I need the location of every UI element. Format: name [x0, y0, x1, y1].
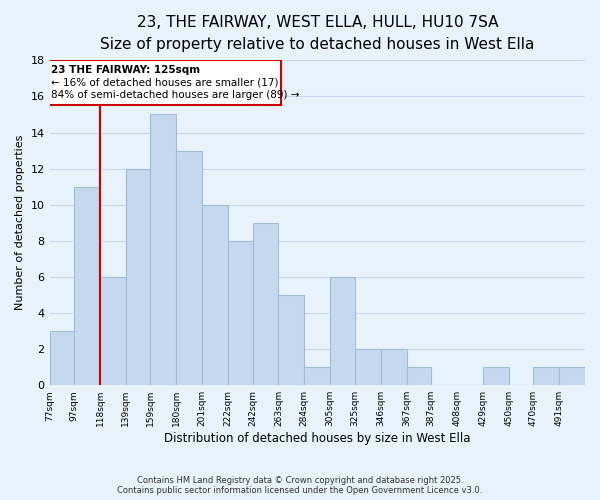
Bar: [533, 367, 559, 385]
Bar: [253, 223, 278, 385]
Bar: [126, 168, 151, 385]
Bar: [74, 186, 100, 385]
Bar: [100, 277, 126, 385]
Bar: [407, 367, 431, 385]
Bar: [330, 277, 355, 385]
Bar: [50, 331, 74, 385]
Title: 23, THE FAIRWAY, WEST ELLA, HULL, HU10 7SA
Size of property relative to detached: 23, THE FAIRWAY, WEST ELLA, HULL, HU10 7…: [100, 15, 535, 52]
Bar: [278, 295, 304, 385]
Bar: [304, 367, 330, 385]
Y-axis label: Number of detached properties: Number of detached properties: [15, 135, 25, 310]
Text: 23 THE FAIRWAY: 125sqm: 23 THE FAIRWAY: 125sqm: [51, 65, 200, 75]
Bar: [202, 204, 228, 385]
Bar: [176, 150, 202, 385]
Bar: [380, 349, 407, 385]
Bar: [355, 349, 380, 385]
Bar: [483, 367, 509, 385]
Bar: [228, 241, 253, 385]
FancyBboxPatch shape: [49, 60, 281, 106]
Text: Contains HM Land Registry data © Crown copyright and database right 2025.
Contai: Contains HM Land Registry data © Crown c…: [118, 476, 482, 495]
X-axis label: Distribution of detached houses by size in West Ella: Distribution of detached houses by size …: [164, 432, 470, 445]
Text: ← 16% of detached houses are smaller (17): ← 16% of detached houses are smaller (17…: [51, 78, 278, 88]
Bar: [151, 114, 176, 385]
Text: 84% of semi-detached houses are larger (89) →: 84% of semi-detached houses are larger (…: [51, 90, 299, 100]
Bar: [559, 367, 585, 385]
